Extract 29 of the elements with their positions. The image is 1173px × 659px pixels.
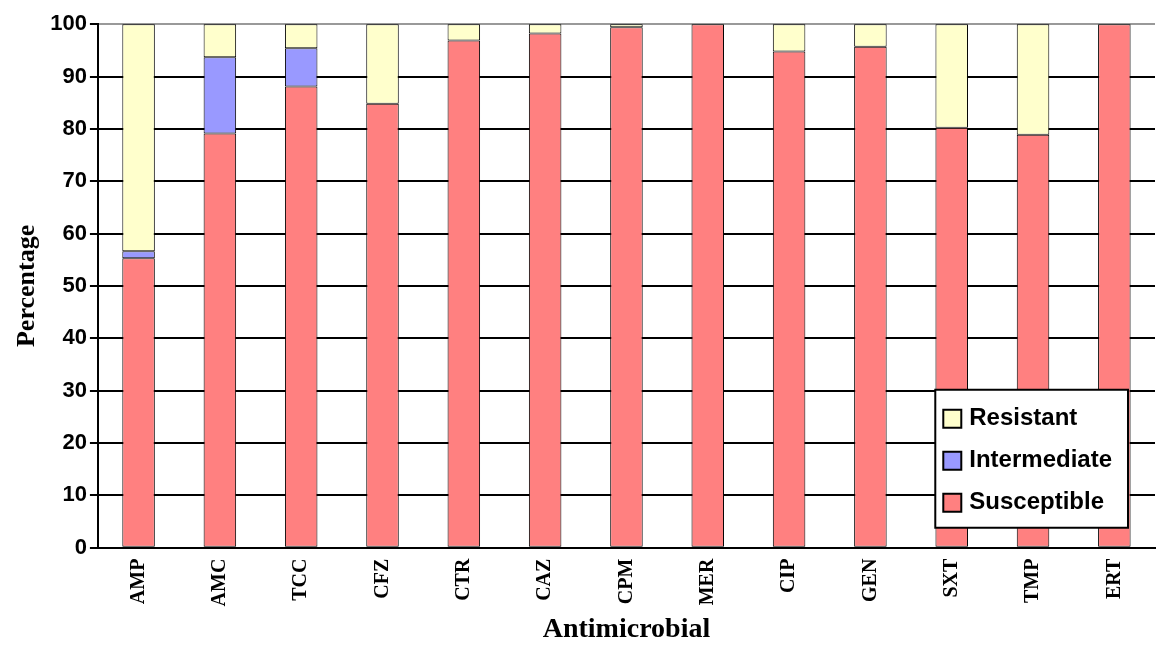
x-tick-label: CAZ	[532, 558, 555, 601]
y-tick-label: 60	[62, 219, 87, 245]
legend-label: Susceptible	[969, 487, 1105, 515]
y-axis-title: Percentage	[11, 224, 41, 348]
x-tick-label: AMP	[125, 558, 148, 605]
x-tick-label: ERT	[1101, 557, 1124, 600]
y-tick-label: 30	[62, 376, 87, 402]
y-tick-label: 50	[62, 271, 87, 297]
x-tick-label: CTR	[451, 558, 473, 601]
x-tick-label: AMC	[207, 558, 230, 607]
x-tick-label: TMP	[1020, 558, 1043, 604]
y-tick-label: 10	[62, 481, 87, 507]
y-tick-label: 0	[74, 533, 87, 559]
x-tick-label: CIP	[776, 558, 799, 594]
legend-label: Intermediate	[969, 445, 1113, 473]
y-tick-label: 20	[62, 429, 87, 455]
x-tick-label: SXT	[938, 557, 961, 598]
y-tick-label: 70	[62, 167, 87, 193]
legend-label: Resistant	[969, 403, 1078, 431]
x-tick-label: MER	[694, 558, 717, 606]
x-axis-title: Antimicrobial	[542, 612, 711, 644]
y-tick-label: 90	[62, 62, 87, 88]
y-tick-label: 100	[50, 10, 87, 36]
y-tick-label: 80	[62, 114, 87, 140]
x-tick-label: CPM	[613, 558, 636, 605]
x-tick-label: TCC	[288, 558, 311, 601]
x-tick-label: GEN	[857, 558, 880, 602]
x-tick-label: CFZ	[369, 558, 392, 599]
y-tick-label: 40	[62, 324, 87, 350]
